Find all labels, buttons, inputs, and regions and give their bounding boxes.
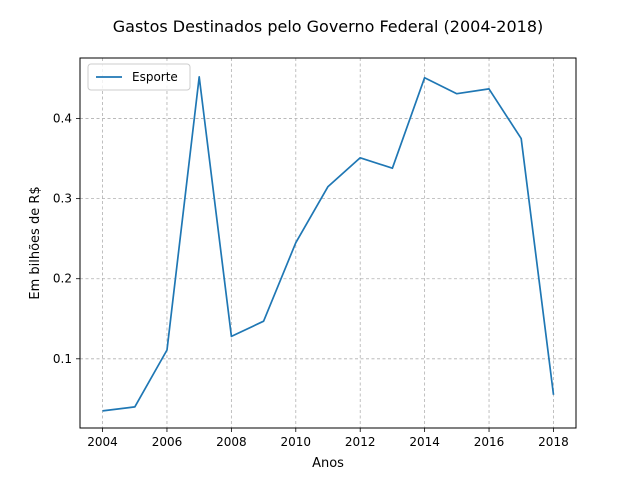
y-axis-ticks: 0.1 0.2 0.3 0.4 bbox=[53, 112, 80, 366]
x-tick-label: 2014 bbox=[409, 435, 440, 449]
x-tick-label: 2004 bbox=[87, 435, 118, 449]
x-axis-ticks: 2004 2006 2008 2010 2012 2014 2016 2018 bbox=[87, 428, 568, 449]
x-axis-label: Anos bbox=[312, 456, 344, 471]
x-tick-label: 2006 bbox=[152, 435, 183, 449]
y-axis-label: Em bilhões de R$ bbox=[28, 186, 43, 299]
x-tick-label: 2010 bbox=[281, 435, 312, 449]
x-tick-label: 2018 bbox=[538, 435, 569, 449]
legend-label: Esporte bbox=[132, 70, 178, 84]
series-line-esporte bbox=[103, 77, 554, 411]
y-tick-label: 0.3 bbox=[53, 192, 72, 206]
y-tick-label: 0.4 bbox=[53, 112, 72, 126]
y-tick-label: 0.1 bbox=[53, 352, 72, 366]
x-tick-label: 2008 bbox=[216, 435, 247, 449]
y-tick-label: 0.2 bbox=[53, 272, 72, 286]
chart-title: Gastos Destinados pelo Governo Federal (… bbox=[113, 17, 543, 36]
legend: Esporte bbox=[88, 64, 190, 90]
x-tick-label: 2012 bbox=[345, 435, 376, 449]
x-tick-label: 2016 bbox=[474, 435, 505, 449]
series-layer bbox=[103, 77, 554, 411]
